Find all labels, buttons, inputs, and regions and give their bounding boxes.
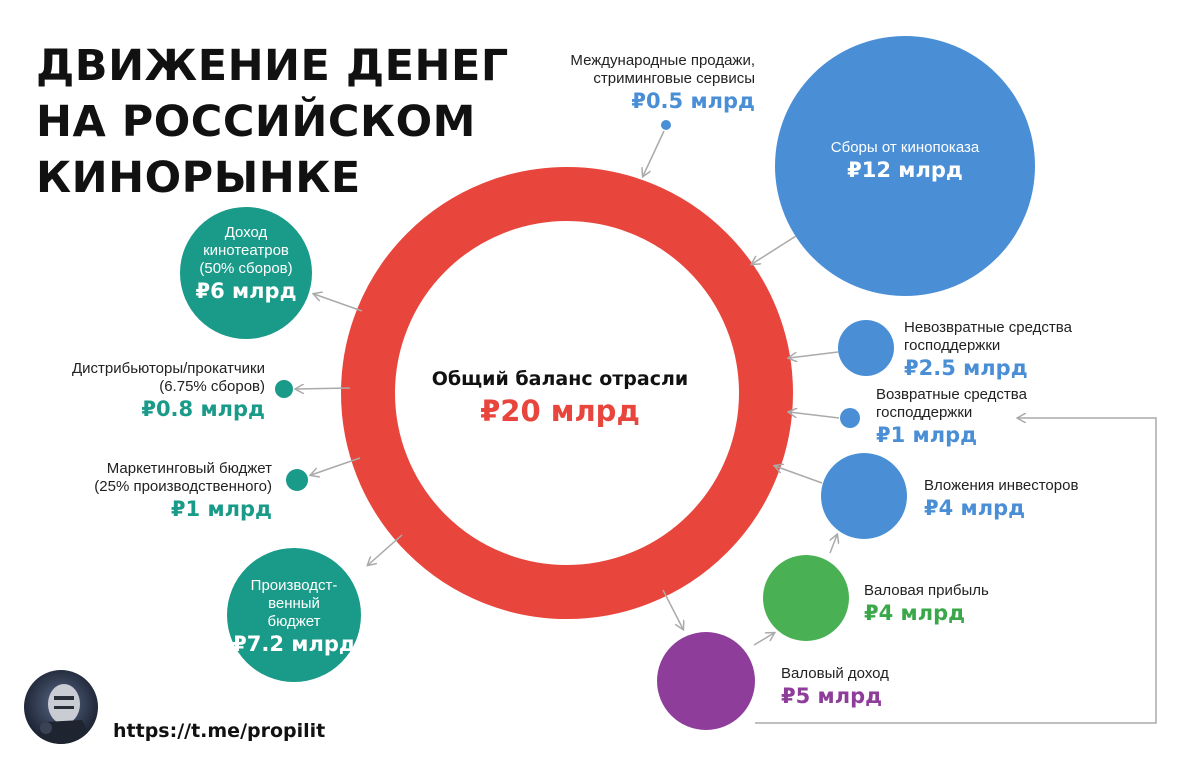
production-circle	[227, 548, 361, 682]
gross-income-text: Валовый доход	[781, 665, 889, 682]
gross-profit-text: Валовая прибыль	[864, 582, 989, 599]
cinemas-circle	[180, 207, 312, 339]
arrow-income-to-returnable	[755, 418, 1157, 724]
gross-income-value: ₽5 млрд	[781, 684, 883, 708]
gross-profit-circle	[763, 555, 849, 641]
marketing-value: ₽1 млрд	[170, 497, 272, 521]
returnable-text-1: Возвратные средства	[876, 386, 1027, 403]
international-text-2: стриминговые сервисы	[593, 70, 755, 87]
investors-circle	[821, 453, 907, 539]
returnable-text-2: господдержки	[876, 404, 973, 421]
distributors-dot	[275, 380, 293, 398]
investors-label: Вложения инвесторов ₽4 млрд	[924, 477, 1078, 521]
title-line-3: КИНОРЫНКЕ	[36, 153, 361, 203]
arrow-to-production	[368, 534, 403, 565]
arrow-box-office	[752, 235, 797, 264]
title-line-1: ДВИЖЕНИЕ ДЕНЕГ	[36, 41, 509, 91]
arrow-international	[643, 130, 665, 176]
investors-text: Вложения инвесторов	[924, 477, 1079, 494]
non-returnable-text-2: господдержки	[904, 337, 1001, 354]
center-label: Общий баланс отрасли ₽20 млрд	[385, 368, 735, 428]
international-text-1: Международные продажи,	[570, 52, 755, 69]
box-office-circle	[775, 36, 1035, 296]
cinemas-value: ₽6 млрд	[195, 279, 297, 303]
total-balance-ring	[341, 167, 793, 619]
production-text-1: Производст-	[250, 577, 338, 594]
center-label-text: Общий баланс отрасли	[431, 368, 689, 390]
box-office-text: Сборы от кинопоказа	[830, 139, 980, 156]
gross-income-label: Валовый доход ₽5 млрд	[781, 665, 889, 709]
page-title: ДВИЖЕНИЕ ДЕНЕГ НА РОССИЙСКОМ КИНОРЫНКЕ	[36, 38, 556, 206]
international-label: Международные продажи, стриминговые серв…	[570, 52, 755, 114]
distributors-label: Дистрибьюторы/прокатчики (6.75% сборов) …	[72, 360, 265, 422]
cinemas-label: Доход кинотеатров (50% сборов) ₽6 млрд	[180, 224, 312, 304]
returnable-value: ₽1 млрд	[876, 423, 978, 447]
cinemas-text-2: кинотеатров	[203, 242, 289, 259]
marketing-text-2: (25% производственного)	[94, 478, 272, 495]
international-dot	[661, 120, 671, 130]
returnable-circle	[840, 408, 860, 428]
center-value: ₽20 млрд	[480, 394, 640, 428]
non-returnable-label: Невозвратные средства господдержки ₽2.5 …	[904, 319, 1072, 381]
distributors-text-2: (6.75% сборов)	[159, 378, 265, 395]
arrow-investors	[775, 466, 823, 484]
box-office-label: Сборы от кинопоказа ₽12 млрд	[790, 139, 1020, 183]
arrow-to-cinemas	[314, 294, 363, 312]
gross-profit-value: ₽4 млрд	[864, 601, 966, 625]
distributors-text-1: Дистрибьюторы/прокатчики	[71, 360, 265, 377]
marketing-text-1: Маркетинговый бюджет	[106, 460, 272, 477]
avatar-image	[24, 670, 98, 744]
arrow-to-investors	[829, 535, 837, 554]
telegram-link[interactable]: https://t.me/propilit	[113, 720, 326, 742]
marketing-label: Маркетинговый бюджет (25% производственн…	[94, 460, 272, 522]
avatar	[24, 670, 98, 744]
gross-profit-label: Валовая прибыль ₽4 млрд	[864, 582, 989, 626]
cinemas-text-1: Доход	[224, 224, 268, 241]
arrow-to-marketing	[311, 457, 361, 475]
production-text-3: бюджет	[267, 613, 321, 630]
arrow-returnable	[789, 412, 840, 419]
arrow-to-gross-income	[662, 589, 683, 629]
non-returnable-text-1: Невозвратные средства	[904, 319, 1072, 336]
production-label: Производст- венный бюджет ₽7.2 млрд	[230, 577, 358, 657]
returnable-label: Возвратные средства господдержки ₽1 млрд	[876, 386, 1027, 448]
international-value: ₽0.5 млрд	[631, 89, 755, 113]
production-value: ₽7.2 млрд	[232, 632, 356, 656]
investors-value: ₽4 млрд	[924, 496, 1026, 520]
gross-income-circle	[657, 632, 755, 730]
title-line-2: НА РОССИЙСКОМ	[36, 97, 476, 147]
non-returnable-circle	[838, 320, 894, 376]
non-returnable-value: ₽2.5 млрд	[904, 356, 1028, 380]
production-text-2: венный	[268, 595, 320, 612]
box-office-value: ₽12 млрд	[847, 158, 963, 182]
distributors-value: ₽0.8 млрд	[141, 397, 265, 421]
marketing-dot	[286, 469, 308, 491]
arrow-to-gross-profit	[753, 633, 774, 646]
arrow-to-distributors	[296, 388, 351, 389]
arrow-non-returnable	[789, 351, 839, 358]
cinemas-text-3: (50% сборов)	[199, 260, 293, 277]
